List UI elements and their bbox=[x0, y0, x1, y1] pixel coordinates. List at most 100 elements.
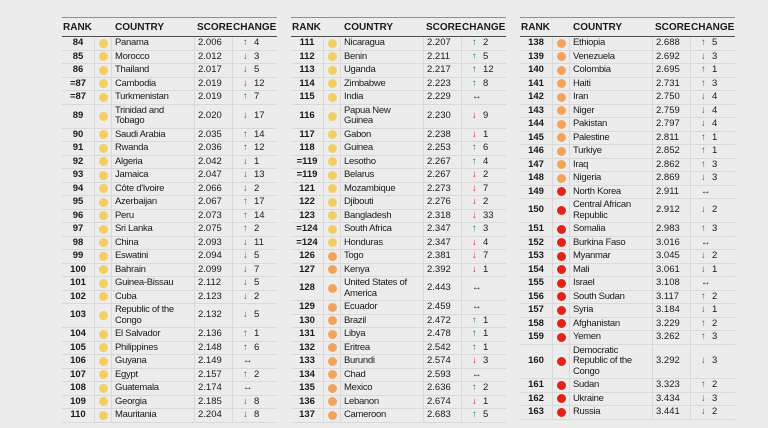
rank-column-header: RANK bbox=[521, 21, 550, 33]
table-row: 89 Trinidad and Tobago 2.020 ↓ 17 bbox=[62, 104, 277, 129]
orange-dot-icon bbox=[327, 302, 337, 312]
rank-cell: 111 bbox=[291, 37, 324, 50]
change-cell: ↔ bbox=[233, 355, 277, 368]
table-row: 148 Nigeria 2.869 ↓ 3 bbox=[520, 172, 735, 186]
down-arrow-icon: ↓ bbox=[701, 250, 706, 261]
score-cell: 2.211 bbox=[424, 50, 462, 63]
table-row: 129 Ecuador 2.459 ↔ bbox=[291, 301, 506, 315]
change-cell: ↓ 1 bbox=[691, 264, 735, 277]
dot-cell bbox=[553, 392, 570, 405]
dot-cell bbox=[95, 263, 112, 276]
up-arrow-icon: ↑ bbox=[472, 382, 477, 393]
dot-cell bbox=[324, 355, 341, 368]
country-cell: Mozambique bbox=[341, 182, 424, 195]
change-cell: ↔ bbox=[691, 237, 735, 250]
change-value: 1 bbox=[712, 64, 718, 75]
rank-cell: 92 bbox=[62, 155, 95, 168]
down-arrow-icon: ↓ bbox=[701, 263, 706, 275]
rank-cell: 97 bbox=[62, 223, 95, 236]
country-cell: Cameroon bbox=[341, 409, 424, 422]
change-value: 1 bbox=[712, 304, 718, 315]
down-arrow-icon: ↓ bbox=[243, 77, 248, 89]
change-cell: ↑ 5 bbox=[691, 37, 735, 50]
table-row: 151 Somalia 2.983 ↑ 3 bbox=[520, 223, 735, 237]
score-cell: 2.273 bbox=[424, 182, 462, 195]
yellow-dot-icon bbox=[98, 211, 108, 221]
change-value: 12 bbox=[254, 77, 265, 89]
up-arrow-icon: ↑ bbox=[472, 64, 477, 75]
rank-cell: 142 bbox=[520, 91, 553, 104]
header-row: RANK COUNTRY SCORE CHANGE bbox=[520, 18, 735, 37]
score-column-header: SCORE bbox=[197, 21, 233, 33]
up-arrow-icon: ↑ bbox=[472, 223, 477, 234]
dot-cell bbox=[553, 236, 570, 249]
rank-cell: 155 bbox=[520, 277, 553, 290]
change-value: 4 bbox=[712, 91, 718, 102]
dot-cell bbox=[95, 128, 112, 141]
dot-cell bbox=[95, 77, 112, 90]
score-cell: 2.035 bbox=[195, 128, 233, 141]
change-value: 5 bbox=[254, 277, 260, 288]
down-arrow-icon: ↓ bbox=[472, 250, 477, 261]
country-cell: United States of America bbox=[341, 277, 424, 300]
country-cell: Somalia bbox=[570, 223, 653, 236]
change-cell: ↓ 11 bbox=[233, 237, 277, 250]
yellow-dot-icon bbox=[327, 130, 337, 140]
country-cell: Rwanda bbox=[112, 142, 195, 155]
dot-cell bbox=[324, 223, 341, 236]
change-value: 17 bbox=[254, 196, 265, 207]
change-cell: ↔ bbox=[462, 91, 506, 104]
down-arrow-icon: ↓ bbox=[701, 172, 706, 183]
change-cell: ↑ 4 bbox=[462, 156, 506, 169]
country-cell: Colombia bbox=[570, 64, 653, 77]
dot-cell bbox=[553, 145, 570, 158]
country-cell: Thailand bbox=[112, 64, 195, 77]
orange-dot-icon bbox=[556, 160, 566, 170]
score-cell: 2.047 bbox=[195, 169, 233, 182]
score-cell: 2.574 bbox=[424, 355, 462, 368]
change-cell: ↑ 14 bbox=[233, 210, 277, 223]
down-arrow-icon: ↓ bbox=[701, 304, 706, 315]
country-cell: Ukraine bbox=[570, 392, 653, 405]
score-cell: 2.230 bbox=[424, 104, 462, 128]
score-cell: 3.323 bbox=[653, 379, 691, 392]
score-cell: 3.108 bbox=[653, 277, 691, 290]
rank-cell: 130 bbox=[291, 314, 324, 327]
table-row: 106 Guyana 2.149 ↔ bbox=[62, 355, 277, 369]
rank-cell: 137 bbox=[291, 409, 324, 422]
dot-cell bbox=[553, 199, 570, 222]
dot-cell bbox=[324, 382, 341, 395]
table-row: 160 Democratic Republic of the Congo 3.292… bbox=[520, 344, 735, 379]
country-cell: Jamaica bbox=[112, 169, 195, 182]
table-row: 90 Saudi Arabia 2.035 ↑ 14 bbox=[62, 128, 277, 142]
change-cell: ↔ bbox=[462, 369, 506, 382]
table-row: 86 Thailand 2.017 ↓ 5 bbox=[62, 64, 277, 78]
rank-cell: 113 bbox=[291, 64, 324, 77]
rank-cell: =87 bbox=[62, 91, 95, 104]
rank-cell: 86 bbox=[62, 64, 95, 77]
red-dot-icon bbox=[556, 238, 566, 248]
dot-cell bbox=[324, 142, 341, 155]
rank-cell: 121 bbox=[291, 182, 324, 195]
up-arrow-icon: ↑ bbox=[701, 317, 706, 329]
table-row: 159 Yemen 3.262 ↑ 3 bbox=[520, 331, 735, 345]
score-cell: 2.869 bbox=[653, 172, 691, 185]
down-arrow-icon: ↓ bbox=[243, 290, 248, 302]
dot-cell bbox=[324, 236, 341, 249]
rank-cell: 103 bbox=[62, 304, 95, 327]
score-cell: 2.276 bbox=[424, 196, 462, 209]
country-cell: Panama bbox=[112, 37, 195, 50]
orange-dot-icon bbox=[556, 92, 566, 102]
dot-cell bbox=[553, 331, 570, 344]
change-value: 1 bbox=[712, 145, 718, 156]
down-arrow-icon: ↓ bbox=[243, 169, 248, 180]
rank-cell: 94 bbox=[62, 182, 95, 195]
change-cell: ↑ 1 bbox=[462, 328, 506, 341]
change-cell: ↑ 1 bbox=[233, 328, 277, 341]
country-cell: Côte d'Ivoire bbox=[112, 182, 195, 195]
down-arrow-icon: ↓ bbox=[243, 395, 248, 407]
country-cell: Iraq bbox=[570, 158, 653, 171]
orange-dot-icon bbox=[556, 119, 566, 129]
dot-cell bbox=[324, 263, 341, 276]
table-row: 162 Ukraine 3.434 ↓ 3 bbox=[520, 392, 735, 406]
